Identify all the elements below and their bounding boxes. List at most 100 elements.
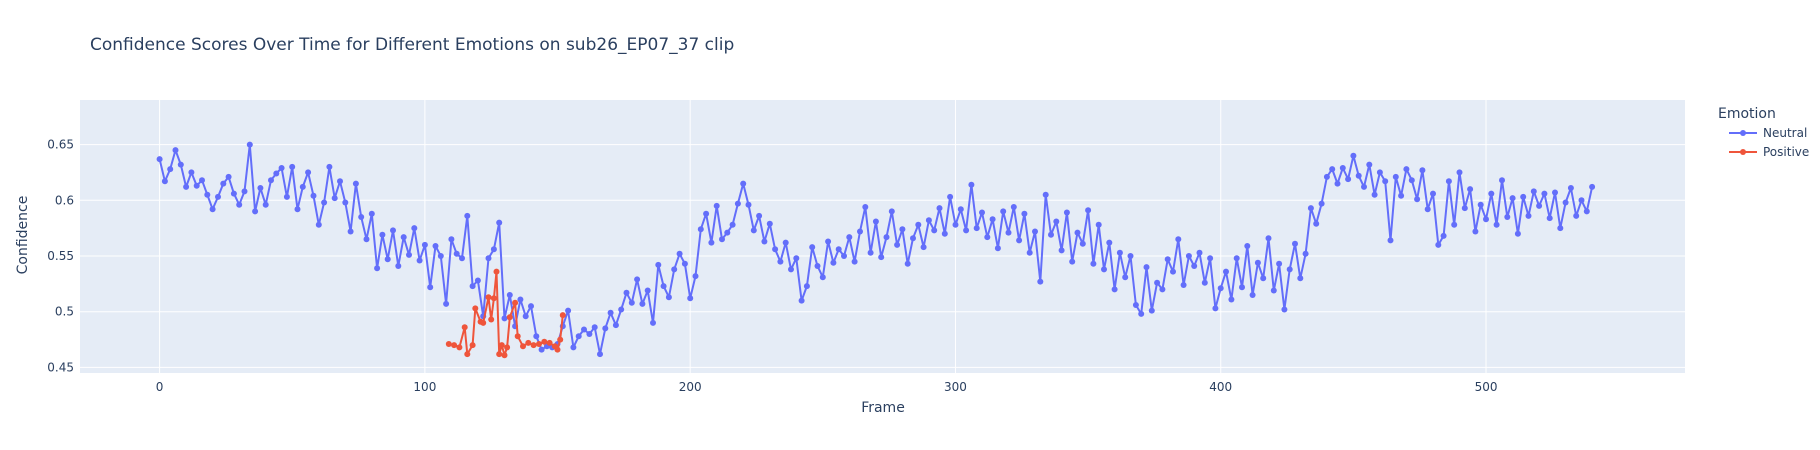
data-point — [512, 299, 519, 306]
data-point — [1016, 237, 1023, 244]
data-point — [305, 169, 312, 176]
data-point — [363, 236, 370, 243]
data-point — [1239, 284, 1245, 291]
data-point — [1281, 306, 1288, 313]
data-point — [1483, 216, 1489, 223]
data-point — [262, 201, 269, 208]
data-point — [230, 190, 237, 197]
data-point — [1111, 286, 1118, 293]
data-point — [421, 241, 428, 248]
data-point — [1334, 180, 1341, 187]
data-point — [1254, 259, 1261, 266]
data-point — [215, 193, 221, 200]
data-point — [504, 344, 511, 351]
data-point — [536, 341, 542, 347]
data-point — [1366, 161, 1373, 168]
data-point — [464, 212, 471, 219]
data-point — [830, 259, 837, 266]
data-point — [1069, 258, 1076, 265]
data-point — [1472, 228, 1479, 235]
data-point — [814, 263, 821, 269]
data-point — [506, 314, 513, 321]
data-point — [384, 256, 391, 263]
data-point — [777, 258, 784, 265]
data-point — [358, 214, 365, 220]
data-point — [501, 315, 508, 322]
data-point — [1148, 307, 1155, 314]
data-point — [1026, 249, 1033, 256]
data-point — [1461, 205, 1468, 212]
data-point — [204, 191, 211, 198]
data-point — [941, 230, 948, 237]
data-point — [541, 338, 548, 345]
data-point — [1010, 204, 1017, 210]
data-point — [1207, 255, 1214, 262]
data-point — [1048, 231, 1054, 238]
data-point — [432, 243, 439, 249]
data-point — [1307, 205, 1314, 212]
data-point — [1392, 173, 1399, 180]
data-point — [1292, 240, 1298, 247]
data-point — [1371, 191, 1378, 198]
data-point — [395, 263, 402, 269]
legend-title: Emotion — [1718, 106, 1776, 122]
data-point — [676, 250, 683, 257]
data-point — [1493, 221, 1500, 228]
data-point — [1530, 188, 1537, 195]
data-point — [793, 255, 800, 262]
data-point — [445, 341, 452, 347]
data-point — [289, 163, 296, 170]
data-point — [522, 313, 529, 320]
data-point — [1122, 274, 1129, 281]
data-point — [1488, 190, 1495, 197]
data-point — [708, 239, 715, 246]
legend-label: Neutral — [1763, 126, 1807, 140]
data-point — [1244, 243, 1251, 249]
data-point — [474, 277, 481, 284]
data-point — [278, 165, 285, 171]
data-point — [1191, 263, 1198, 269]
data-point — [883, 234, 890, 241]
data-point — [453, 250, 460, 257]
tick-labels: 0.45 0.5 0.55 0.6 0.65 0 100 200 300 400 500 — [47, 138, 1497, 394]
data-point — [193, 182, 200, 189]
data-point — [1525, 212, 1532, 219]
data-point — [172, 147, 179, 154]
x-tick-label: 100 — [413, 380, 436, 394]
data-point — [501, 352, 508, 359]
data-point — [650, 319, 656, 326]
legend-label: Positive — [1763, 145, 1809, 159]
data-point — [1445, 178, 1452, 185]
x-axis-title: Frame — [861, 400, 905, 416]
data-point — [825, 238, 832, 245]
data-point — [724, 229, 731, 236]
data-point — [867, 249, 874, 256]
data-point — [459, 255, 465, 262]
data-point — [1005, 229, 1012, 236]
data-point — [321, 199, 328, 206]
data-point — [1430, 190, 1436, 197]
data-point — [565, 307, 572, 314]
data-point — [639, 300, 646, 307]
data-point — [1021, 210, 1028, 217]
data-point — [904, 260, 911, 267]
data-point — [968, 181, 975, 188]
data-point — [331, 195, 338, 202]
plot-area — [80, 100, 1685, 373]
data-point — [448, 236, 455, 243]
data-point — [665, 294, 672, 301]
data-point — [1376, 169, 1383, 176]
data-point — [634, 276, 641, 283]
data-point — [299, 183, 306, 190]
data-point — [910, 235, 916, 242]
data-point — [246, 141, 253, 148]
y-axis-title: Confidence — [15, 196, 31, 275]
data-point — [437, 253, 444, 259]
data-point — [1063, 209, 1070, 216]
data-point — [1085, 207, 1092, 214]
data-point — [957, 206, 964, 213]
data-point — [1106, 239, 1113, 246]
data-point — [1329, 166, 1336, 173]
data-point — [472, 305, 479, 312]
